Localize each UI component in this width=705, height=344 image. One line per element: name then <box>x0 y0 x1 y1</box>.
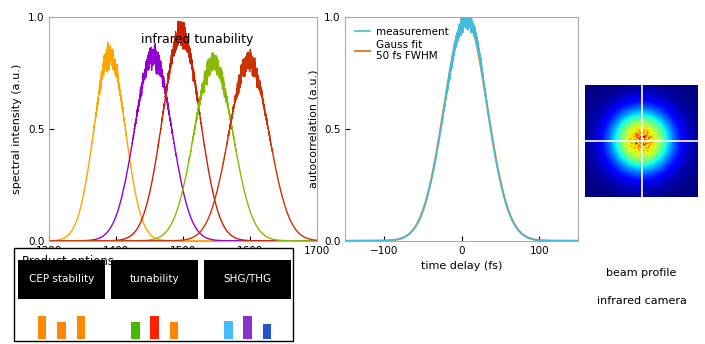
FancyBboxPatch shape <box>150 316 159 339</box>
Text: tunability: tunability <box>130 274 180 284</box>
FancyBboxPatch shape <box>170 322 178 339</box>
Text: infrared camera: infrared camera <box>596 296 687 306</box>
FancyBboxPatch shape <box>263 324 271 339</box>
FancyBboxPatch shape <box>38 316 47 339</box>
Legend: measurement, Gauss fit
50 fs FWHM: measurement, Gauss fit 50 fs FWHM <box>350 22 453 65</box>
FancyBboxPatch shape <box>18 260 105 299</box>
Text: Product options: Product options <box>22 255 114 268</box>
FancyBboxPatch shape <box>14 248 293 341</box>
Text: SHG/THG: SHG/THG <box>223 274 272 284</box>
FancyBboxPatch shape <box>77 316 85 339</box>
Text: beam profile: beam profile <box>606 268 677 278</box>
FancyBboxPatch shape <box>243 316 252 339</box>
Y-axis label: spectral intensity (a.u.): spectral intensity (a.u.) <box>13 64 23 194</box>
FancyBboxPatch shape <box>131 322 140 339</box>
FancyBboxPatch shape <box>111 260 198 299</box>
X-axis label: wavelength (nm): wavelength (nm) <box>135 261 231 271</box>
X-axis label: time delay (fs): time delay (fs) <box>421 261 503 271</box>
Text: infrared tunability: infrared tunability <box>140 33 253 46</box>
Text: CEP stability: CEP stability <box>29 274 94 284</box>
FancyBboxPatch shape <box>57 322 66 339</box>
FancyBboxPatch shape <box>204 260 291 299</box>
FancyBboxPatch shape <box>224 321 233 339</box>
Y-axis label: autocorrelation (a.u.): autocorrelation (a.u.) <box>309 70 319 188</box>
